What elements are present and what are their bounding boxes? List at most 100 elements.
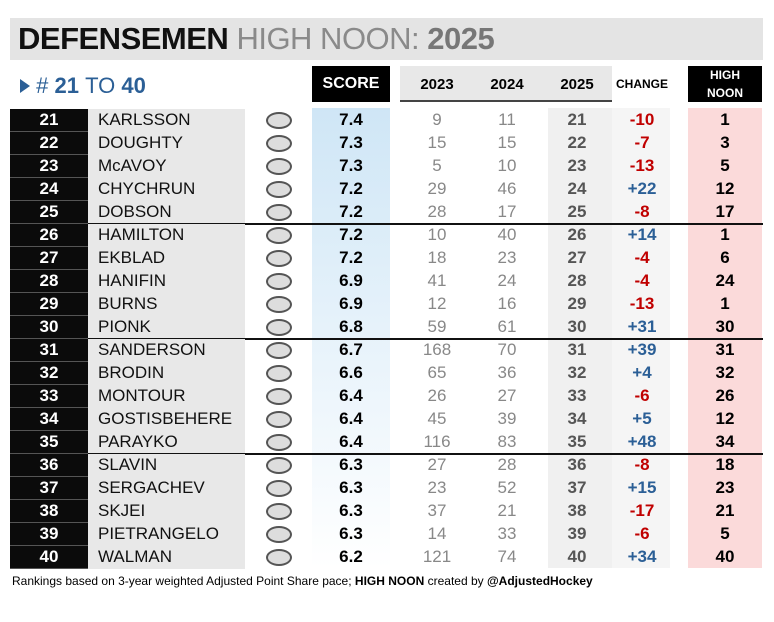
rank-cell: 34 [10,407,88,431]
high-noon-header: HIGH NOON [688,66,762,102]
y2024: 10 [497,156,517,175]
high-noon: 18 [715,455,735,474]
title-bar: DEFENSEMEN HIGH NOON: 2025 [10,18,763,60]
rank-cell: 37 [10,476,88,500]
y2023: 168 [422,340,452,359]
y2023: 28 [427,202,447,221]
rank-cell: 30 [10,315,88,339]
high-noon: 12 [715,179,735,198]
score: 6.6 [339,363,363,382]
player-name: PIONK [88,315,245,339]
y2024: 11 [498,110,516,129]
player-name: BURNS [88,292,245,316]
y2024: 36 [497,363,517,382]
group-separator [88,222,763,225]
y2023: 23 [427,478,447,497]
rank-cell: 25 [10,200,88,224]
y2024: 83 [497,432,517,451]
rank-cell: 39 [10,522,88,546]
team-logo [266,203,292,221]
team-logo [266,157,292,175]
player-name: SANDERSON [88,338,245,362]
change: -7 [634,133,650,152]
team-logo [266,180,292,198]
score: 7.2 [339,202,363,221]
y2025: 30 [567,317,587,336]
y2023: 27 [427,455,447,474]
change: -8 [634,202,650,221]
rank-cell: 21 [10,108,88,132]
high-noon: 21 [715,501,735,520]
high-noon: 3 [720,133,730,152]
player-name: SLAVIN [88,453,245,477]
player-name: PIETRANGELO [88,522,245,546]
team-logo [266,479,292,497]
score: 6.3 [339,455,363,474]
change: -6 [634,386,650,405]
y2023: 15 [427,133,447,152]
high-noon: 30 [715,317,735,336]
y2025: 32 [567,363,587,382]
rank-cell: 28 [10,269,88,293]
rank-cell: 26 [10,223,88,247]
team-logo [266,249,292,267]
y2023: 18 [427,248,447,267]
rank-cell: 33 [10,384,88,408]
team-logo [266,341,292,359]
score: 7.2 [339,179,363,198]
score: 7.2 [339,225,363,244]
y2023: 116 [423,432,451,451]
range-hash: # [36,73,49,98]
y2025: 22 [567,133,587,152]
player-name: PARAYKO [88,430,245,454]
player-name: DOBSON [88,200,245,224]
y2025: 34 [567,409,587,428]
year: 2025 [427,21,495,56]
score: 7.3 [339,156,363,175]
rank-cell: 29 [10,292,88,316]
y2025: 27 [567,248,587,267]
change: +14 [627,225,657,244]
rank-cell: 23 [10,154,88,178]
rank-cell: 40 [10,545,88,569]
high-noon: 23 [715,478,735,497]
score: 7.3 [339,133,363,152]
range: # 21 TO 40 [20,72,146,100]
player-name: GOSTISBEHERE [88,407,245,431]
score: 6.4 [339,386,363,405]
change: +34 [627,547,657,566]
y2023: 12 [427,294,447,313]
rank-cell: 27 [10,246,88,270]
y2024: 52 [497,478,517,497]
title: DEFENSEMEN [18,21,229,56]
score: 6.3 [339,524,363,543]
y2023: 26 [427,386,447,405]
player-name: BRODIN [88,361,245,385]
change: -6 [634,524,650,543]
team-logo [266,548,292,566]
player-name: McAVOY [88,154,245,178]
y2025: 36 [567,455,587,474]
high-noon: 40 [715,547,735,566]
y2025: 39 [567,524,587,543]
high-noon: 5 [720,524,730,543]
high-noon: 6 [720,248,730,267]
team-logo [266,318,292,336]
score-header: SCORE [312,66,390,102]
score: 6.2 [339,547,363,566]
team-logo [266,134,292,152]
footer-text: created by [427,574,484,588]
change: +15 [627,478,657,497]
change-header: CHANGE [615,77,668,91]
team-logo [266,295,292,313]
score: 6.8 [339,317,363,336]
rank-cell: 36 [10,453,88,477]
y2023: 14 [427,524,447,543]
rank-cell: 22 [10,131,88,155]
score: 6.7 [339,340,363,359]
y2025: 38 [567,501,587,520]
y2024: 27 [497,386,517,405]
range-from: 21 [54,73,79,98]
score: 7.4 [339,110,363,129]
